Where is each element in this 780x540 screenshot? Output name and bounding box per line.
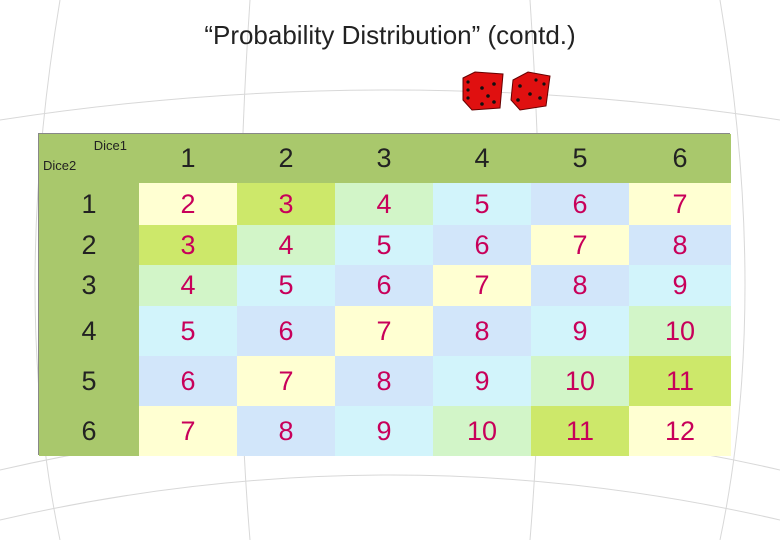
corner-cell: Dice1 Dice2 [39, 134, 139, 183]
row-header: 5 [39, 356, 139, 406]
table-cell: 5 [433, 183, 531, 225]
table-cell: 12 [629, 406, 731, 456]
table-cell: 7 [531, 225, 629, 265]
table-cell: 3 [237, 183, 335, 225]
corner-label: Dice1 [93, 138, 127, 153]
row-header: 1 [39, 183, 139, 225]
table-cell: 5 [139, 306, 237, 356]
table-cell: 7 [335, 306, 433, 356]
table-cell: 9 [335, 406, 433, 456]
table-cell: 6 [237, 306, 335, 356]
table-cell: 5 [335, 225, 433, 265]
row-header: 6 [39, 406, 139, 456]
table-cell: 6 [335, 265, 433, 306]
dice-icon [462, 71, 551, 111]
table-cell: 11 [531, 406, 629, 456]
table-cell: 7 [237, 356, 335, 406]
column-header: 6 [629, 134, 731, 183]
table-cell: 8 [433, 306, 531, 356]
table-cell: 7 [139, 406, 237, 456]
table-cell: 6 [139, 356, 237, 406]
column-header: 3 [335, 134, 433, 183]
corner-label: Dice2 [43, 158, 77, 173]
table-cell: 4 [335, 183, 433, 225]
table-cell: 9 [433, 356, 531, 406]
table-cell: 8 [335, 356, 433, 406]
row-header: 2 [39, 225, 139, 265]
table-cell: 10 [629, 306, 731, 356]
slide-title: “Probability Distribution” (contd.) [204, 20, 576, 50]
table-cell: 9 [629, 265, 731, 306]
column-header: 2 [237, 134, 335, 183]
table-cell: 4 [139, 265, 237, 306]
table-cell: 7 [433, 265, 531, 306]
row-header: 4 [39, 306, 139, 356]
table-cell: 7 [629, 183, 731, 225]
table-cell: 3 [139, 225, 237, 265]
table-cell: 8 [531, 265, 629, 306]
table-cell: 11 [629, 356, 731, 406]
column-header: 1 [139, 134, 237, 183]
table-cell: 10 [433, 406, 531, 456]
table-cell: 2 [139, 183, 237, 225]
row-header: 3 [39, 265, 139, 306]
table-cell: 9 [531, 306, 629, 356]
table-cell: 8 [629, 225, 731, 265]
table-cell: 6 [433, 225, 531, 265]
table-cell: 10 [531, 356, 629, 406]
column-header: 5 [531, 134, 629, 183]
table-cell: 8 [237, 406, 335, 456]
table-cell: 4 [237, 225, 335, 265]
table: Dice1 Dice2 1 2 3 4 5 6 1 2 3 4 5 6 7 2 3 4 5 6 7 8 3 4 5 6 7 8 9 4 5 6… [38, 133, 731, 456]
table-cell: 5 [237, 265, 335, 306]
column-header: 4 [433, 134, 531, 183]
table-cell: 6 [531, 183, 629, 225]
